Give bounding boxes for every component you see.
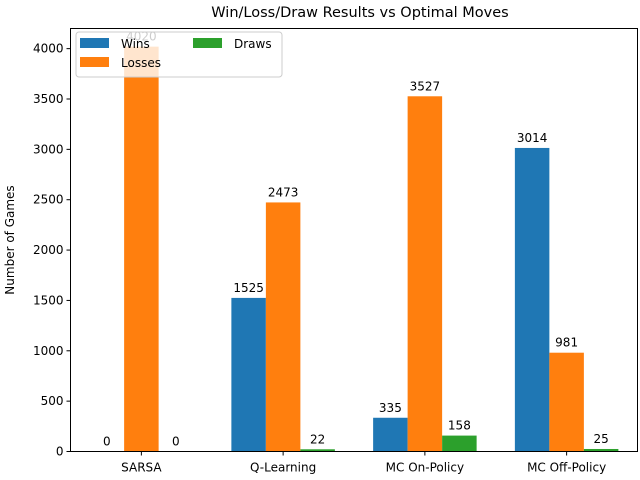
bar-value-label: 0	[172, 435, 180, 449]
bar-value-label: 0	[103, 435, 111, 449]
y-tick-label: 4000	[33, 42, 64, 56]
bar-wins	[373, 417, 408, 452]
plot-frame	[70, 28, 638, 452]
legend-label-draws: Draws	[234, 37, 272, 51]
y-axis: 0 500 1000 1500 2000 2500 3000 3500 4000	[33, 42, 71, 459]
bar-value-label: 3014	[517, 131, 548, 145]
bar-value-label: 158	[448, 419, 471, 433]
y-tick-label: 3000	[33, 142, 64, 156]
x-tick-label: MC Off-Policy	[527, 461, 606, 475]
bar-value-label: 22	[310, 432, 325, 446]
y-tick-label: 3500	[33, 92, 64, 106]
x-tick-label: MC On-Policy	[386, 461, 464, 475]
y-tick-label: 2500	[33, 193, 64, 207]
legend: Wins Losses Draws	[75, 31, 283, 78]
y-axis-label: Number of Games	[3, 185, 17, 294]
bar-value-label: 2473	[268, 185, 299, 199]
legend-swatch-draws	[193, 38, 222, 48]
bar-value-label: 3527	[410, 79, 441, 93]
legend-swatch-losses	[80, 57, 109, 67]
bar-labels: 01525335301440202473352798102215825	[103, 30, 609, 449]
legend-swatch-wins	[80, 38, 109, 48]
x-axis: SARSA Q-Learning MC On-Policy MC Off-Policy	[121, 451, 606, 475]
bar-draws	[442, 435, 477, 452]
legend-label-wins: Wins	[121, 37, 150, 51]
chart-title: Win/Loss/Draw Results vs Optimal Moves	[211, 5, 508, 21]
y-tick-label: 0	[56, 445, 64, 459]
x-tick-label: Q-Learning	[250, 461, 316, 475]
y-tick-label: 2000	[33, 243, 64, 257]
y-tick-label: 1500	[33, 293, 64, 307]
bars	[124, 46, 619, 452]
bar-value-label: 1525	[233, 281, 264, 295]
legend-box	[75, 31, 283, 78]
y-tick-label: 1000	[33, 344, 64, 358]
y-tick-label: 500	[41, 394, 64, 408]
bar-losses	[549, 352, 584, 452]
bar-losses	[265, 202, 301, 452]
bar-losses	[407, 96, 443, 452]
bar-value-label: 335	[379, 401, 402, 415]
bar-value-label: 25	[593, 432, 608, 446]
bar-wins	[231, 297, 266, 452]
legend-label-losses: Losses	[121, 56, 161, 70]
x-tick-label: SARSA	[121, 461, 162, 475]
bar-wins	[514, 147, 550, 452]
bar-draws	[583, 448, 619, 452]
bar-value-label: 981	[555, 336, 578, 350]
bar-losses	[124, 46, 159, 452]
bar-draws	[300, 449, 335, 452]
